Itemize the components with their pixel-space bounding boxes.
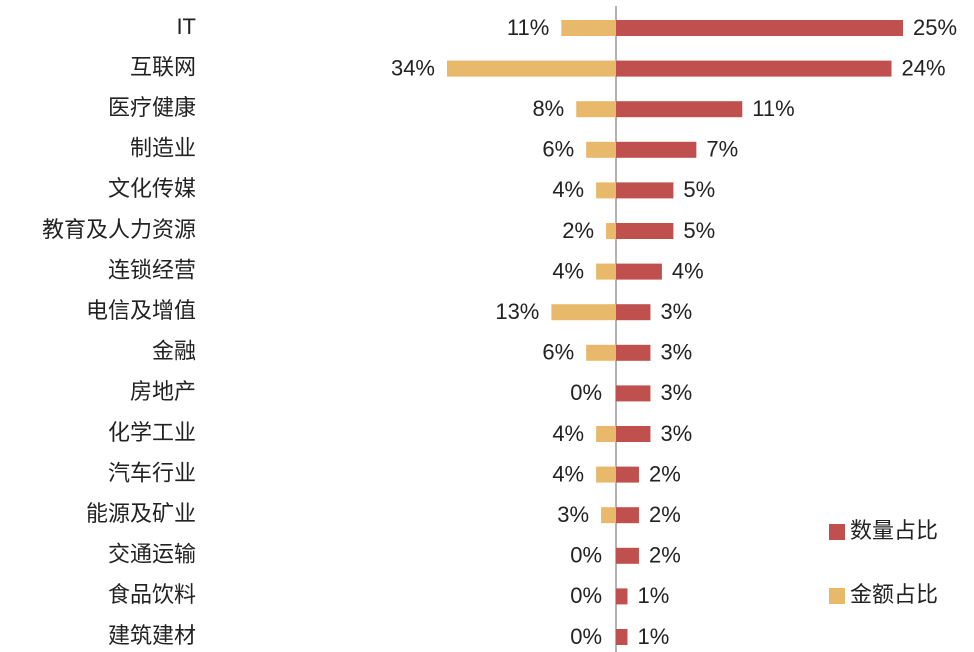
legend-swatch xyxy=(829,588,845,604)
value-label: 4% xyxy=(552,177,584,202)
legend-label: 数量占比 xyxy=(850,518,938,543)
bar xyxy=(586,141,616,158)
bar xyxy=(616,101,743,118)
category-label: 能源及矿业 xyxy=(86,501,196,526)
value-label: 6% xyxy=(542,137,574,162)
value-label: 3% xyxy=(660,380,692,405)
value-label: 4% xyxy=(552,421,584,446)
bar xyxy=(616,263,662,280)
value-label: 0% xyxy=(570,380,602,405)
value-label: 24% xyxy=(902,55,946,80)
bar xyxy=(447,60,616,77)
bar xyxy=(616,507,639,524)
bar xyxy=(561,20,616,36)
value-label: 3% xyxy=(557,502,589,527)
category-label: 教育及人力资源 xyxy=(42,217,196,242)
bar xyxy=(606,223,616,239)
bar xyxy=(616,426,651,442)
bar xyxy=(616,60,892,77)
bar xyxy=(616,182,674,199)
value-label: 4% xyxy=(672,258,704,283)
bar xyxy=(586,344,616,361)
category-label: 制造业 xyxy=(130,136,196,161)
value-label: 34% xyxy=(391,55,435,80)
bar xyxy=(596,263,616,280)
bar xyxy=(596,426,616,442)
value-label: 7% xyxy=(706,137,738,162)
value-label: 6% xyxy=(542,340,574,365)
value-label: 5% xyxy=(683,218,715,243)
value-label: 2% xyxy=(562,218,594,243)
value-label: 5% xyxy=(683,177,715,202)
value-label: 25% xyxy=(913,15,957,40)
value-label: 0% xyxy=(570,624,602,649)
bar xyxy=(616,223,674,239)
legend-swatch xyxy=(829,524,845,540)
bar xyxy=(616,20,903,36)
value-label: 8% xyxy=(532,96,564,121)
bar xyxy=(551,304,616,321)
value-label: 3% xyxy=(660,299,692,324)
category-label: 连锁经营 xyxy=(108,257,196,282)
value-label: 3% xyxy=(660,340,692,365)
value-label: 4% xyxy=(552,461,584,486)
bar xyxy=(596,182,616,199)
bar xyxy=(616,588,628,605)
bar xyxy=(616,466,639,483)
value-label: 1% xyxy=(637,624,669,649)
category-label: 房地产 xyxy=(130,379,196,404)
category-label: 文化传媒 xyxy=(108,176,196,201)
value-label: 2% xyxy=(649,502,681,527)
category-label: 汽车行业 xyxy=(108,460,196,485)
bar xyxy=(616,629,628,645)
bar xyxy=(616,304,651,321)
category-label: IT xyxy=(176,14,196,39)
category-label: 化学工业 xyxy=(108,420,196,445)
value-label: 2% xyxy=(649,543,681,568)
legend-label: 金额占比 xyxy=(850,582,938,607)
category-label: 互联网 xyxy=(130,54,196,79)
value-label: 13% xyxy=(495,299,539,324)
value-label: 1% xyxy=(637,583,669,608)
bar xyxy=(596,466,616,483)
value-label: 11% xyxy=(752,96,794,121)
bar xyxy=(601,507,616,524)
bar xyxy=(616,344,651,361)
bar xyxy=(576,101,616,118)
bar xyxy=(616,547,639,564)
bar xyxy=(616,385,651,402)
value-label: 0% xyxy=(570,583,602,608)
bar xyxy=(616,141,697,158)
category-label: 电信及增值 xyxy=(86,298,196,323)
category-label: 食品饮料 xyxy=(108,582,196,607)
category-label: 建筑建材 xyxy=(108,623,196,648)
category-label: 医疗健康 xyxy=(108,95,196,120)
category-label: 交通运输 xyxy=(108,542,196,567)
value-label: 3% xyxy=(660,421,692,446)
value-label: 11% xyxy=(507,15,549,40)
category-label: 金融 xyxy=(152,339,196,364)
value-label: 4% xyxy=(552,258,584,283)
value-label: 0% xyxy=(570,543,602,568)
value-label: 2% xyxy=(649,461,681,486)
